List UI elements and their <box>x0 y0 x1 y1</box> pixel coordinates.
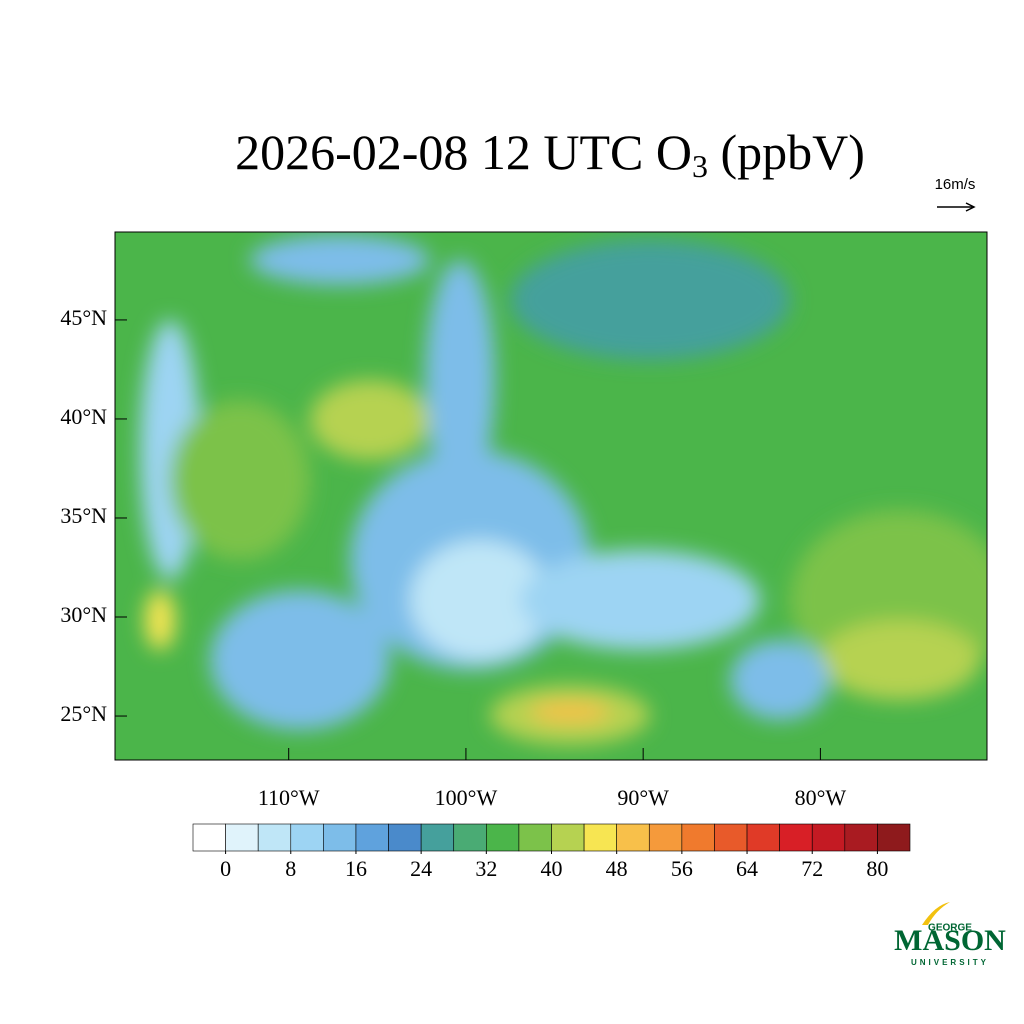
logo-bottom: UNIVERSITY <box>911 958 989 967</box>
colorbar-box <box>648 823 683 852</box>
logo-main: MASON <box>894 924 1006 957</box>
colorbar-box <box>257 823 292 852</box>
colorbar-tick-label: 72 <box>801 856 823 881</box>
map-frame <box>114 231 988 761</box>
colorbar-box <box>453 823 487 852</box>
colorbar-tick-label: 8 <box>285 856 296 881</box>
colorbar-box <box>486 823 520 852</box>
colorbar-tick-label: 16 <box>345 856 367 881</box>
x-tick-label: 80°W <box>795 785 847 810</box>
colorbar-box <box>811 823 846 852</box>
x-tick-label: 100°W <box>435 785 498 810</box>
colorbar-box <box>877 823 911 852</box>
colorbar-box <box>355 823 389 852</box>
colorbar-box <box>714 823 748 852</box>
colorbar-box <box>681 823 715 852</box>
colorbar-tick-label: 24 <box>410 856 432 881</box>
colorbar-box <box>323 823 357 852</box>
colorbar-tick-label: 56 <box>671 856 693 881</box>
x-tick-label: 110°W <box>258 785 320 810</box>
y-tick-label: 30°N <box>60 602 107 627</box>
colorbar-tick-label: 40 <box>541 856 563 881</box>
title: 2026-02-08 12 UTC O3 (ppbV) <box>235 124 865 184</box>
colorbar-box <box>518 823 552 852</box>
colorbar-box <box>844 823 878 852</box>
colorbar-box <box>616 823 650 852</box>
y-tick-label: 45°N <box>60 305 107 330</box>
colorbar-box <box>388 823 422 852</box>
logo: GEORGE MASON UNIVERSITY <box>894 902 1006 967</box>
colorbar-box <box>779 823 813 852</box>
ozone-field <box>115 232 987 760</box>
x-tick-label: 90°W <box>617 785 669 810</box>
colorbar-tick-label: 32 <box>475 856 497 881</box>
colorbar-box <box>420 823 455 852</box>
colorbar-box <box>551 823 585 852</box>
colorbar-box <box>192 823 226 852</box>
colorbar-tick-label: 80 <box>866 856 888 881</box>
colorbar-tick-label: 48 <box>606 856 628 881</box>
colorbar-tick-label: 64 <box>736 856 758 881</box>
colorbar-box <box>746 823 780 852</box>
y-tick-label: 40°N <box>60 404 107 429</box>
y-tick-label: 35°N <box>60 503 107 528</box>
colorbar-tick-label: 0 <box>220 856 231 881</box>
colorbar-box <box>583 823 617 852</box>
logo-flame <box>922 902 950 925</box>
wind-reference-label: 16m/s <box>935 176 976 193</box>
wind-reference-arrow <box>937 202 976 212</box>
y-tick-label: 25°N <box>60 701 107 726</box>
logo-top: GEORGE <box>928 923 972 934</box>
colorbar-box <box>225 823 259 852</box>
colorbar-box <box>290 823 324 852</box>
